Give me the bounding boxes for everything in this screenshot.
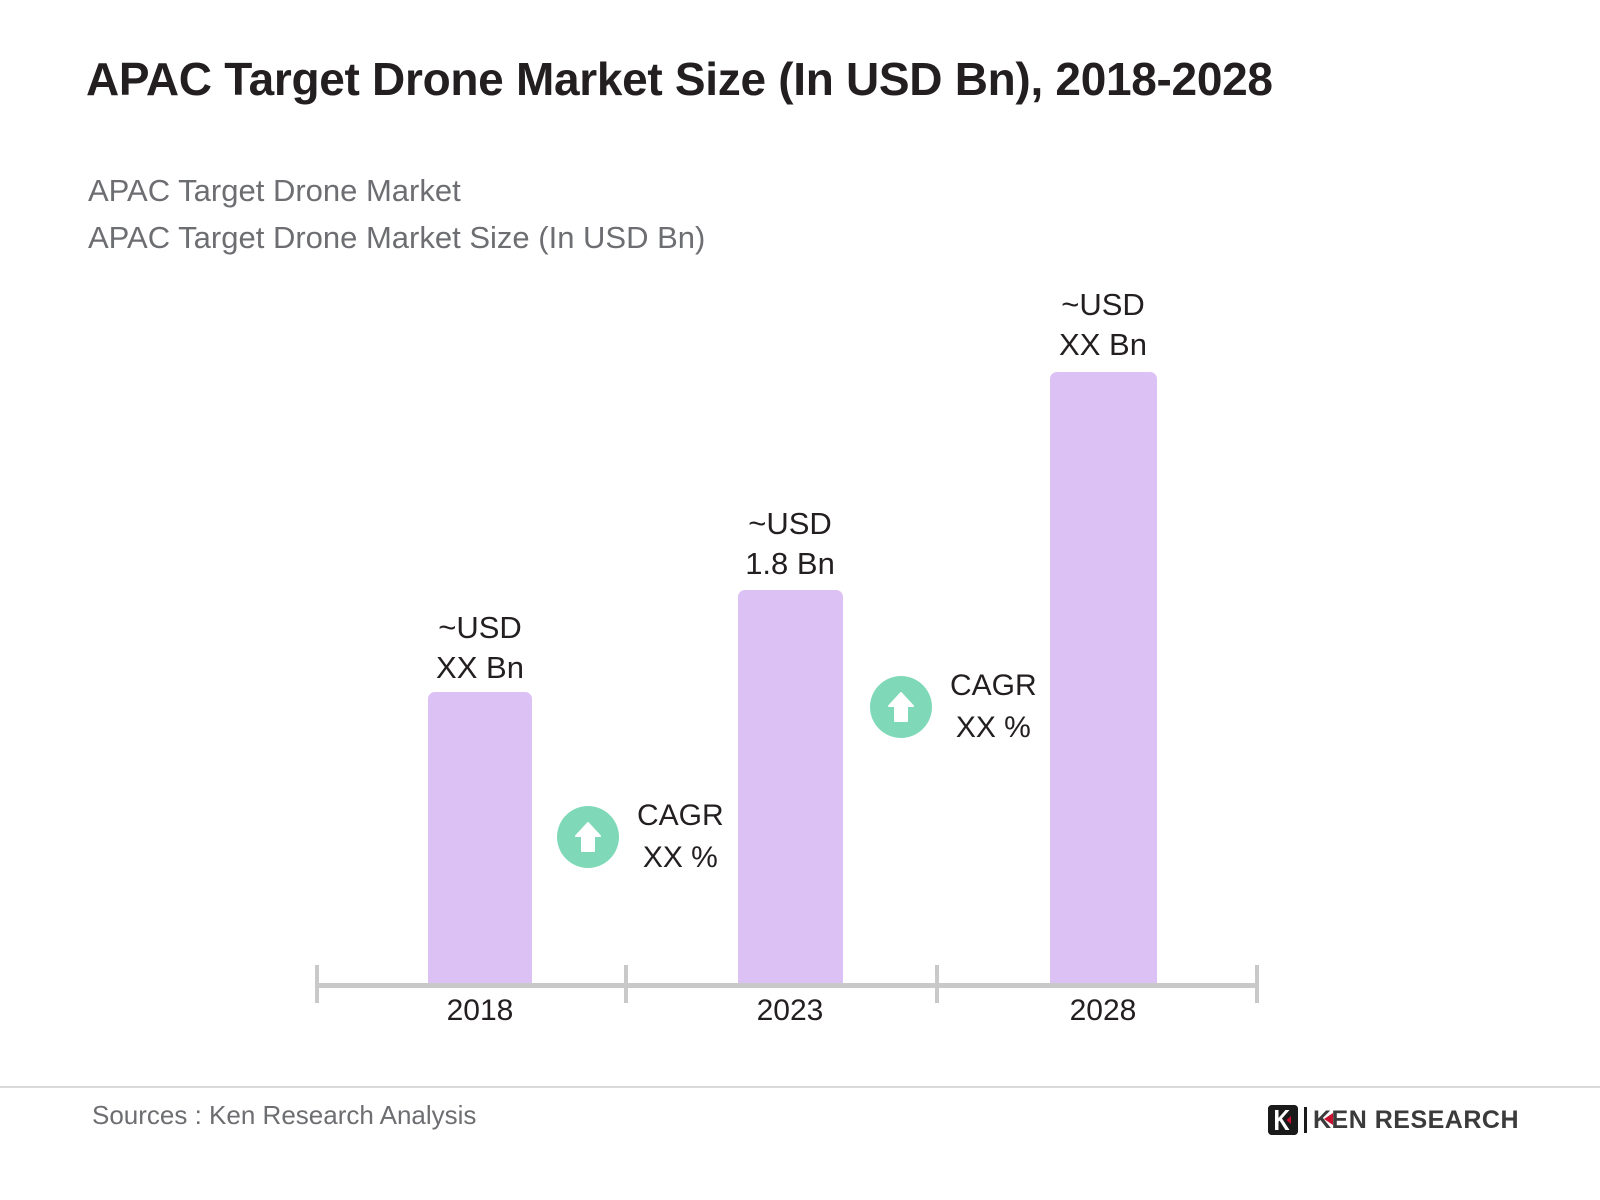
subtitle-line-1: APAC Target Drone Market [88,173,461,208]
bar-label-2018-line1: ~USD [438,610,522,645]
arrow-up-icon [870,676,932,738]
cagr-annotation-2018-2023: CAGR XX % [557,795,724,879]
bar-label-2023-line2: 1.8 Bn [745,546,835,581]
sources-text: Sources : Ken Research Analysis [92,1100,477,1130]
subtitle-block: APAC Target Drone Market APAC Target Dro… [88,167,705,261]
logo-red-triangle-icon [1324,1112,1333,1125]
ken-research-logo: KEN RESEARCH [1268,1103,1519,1137]
bar-label-2028-line2: XX Bn [1059,327,1147,362]
bar-label-2018: ~USD XX Bn [380,608,580,688]
cagr-annotation-2023-2028: CAGR XX % [870,665,1037,749]
bar-label-2018-line2: XX Bn [436,650,524,685]
bar-2018[interactable] [428,692,532,985]
bar-label-2028: ~USD XX Bn [1003,285,1203,365]
bar-2028[interactable] [1050,372,1157,985]
bar-label-2028-line1: ~USD [1061,287,1145,322]
cagr-label-2-line2: XX % [955,711,1031,744]
logo-divider-bar [1304,1107,1307,1133]
logo-wordmark: KEN RESEARCH [1313,1106,1519,1135]
page-title: APAC Target Drone Market Size (In USD Bn… [86,53,1273,105]
x-axis-tick-2 [935,965,939,1003]
bar-label-2023: ~USD 1.8 Bn [690,504,890,584]
cagr-label-2-line1: CAGR [950,669,1037,702]
x-axis-tick-start [315,965,319,1003]
x-axis-tick-1 [624,965,628,1003]
arrow-up-icon [557,806,619,868]
cagr-label-1-line2: XX % [642,841,718,874]
x-axis-line [315,983,1259,988]
x-axis-label-2023: 2023 [756,994,824,1027]
x-axis-label-2028: 2028 [1069,994,1137,1027]
bar-label-2023-line1: ~USD [748,506,832,541]
cagr-label-1: CAGR XX % [637,795,724,879]
logo-k-mark-icon [1268,1105,1298,1135]
cagr-label-1-line1: CAGR [637,799,724,832]
x-axis-label-2018: 2018 [446,994,514,1027]
footer-divider [0,1086,1600,1088]
logo-wordmark-text: KEN RESEARCH [1313,1105,1520,1134]
subtitle-line-2: APAC Target Drone Market Size (In USD Bn… [88,220,706,255]
x-axis-tick-end [1255,965,1259,1003]
cagr-label-2: CAGR XX % [950,665,1037,749]
bar-2023[interactable] [738,590,843,985]
